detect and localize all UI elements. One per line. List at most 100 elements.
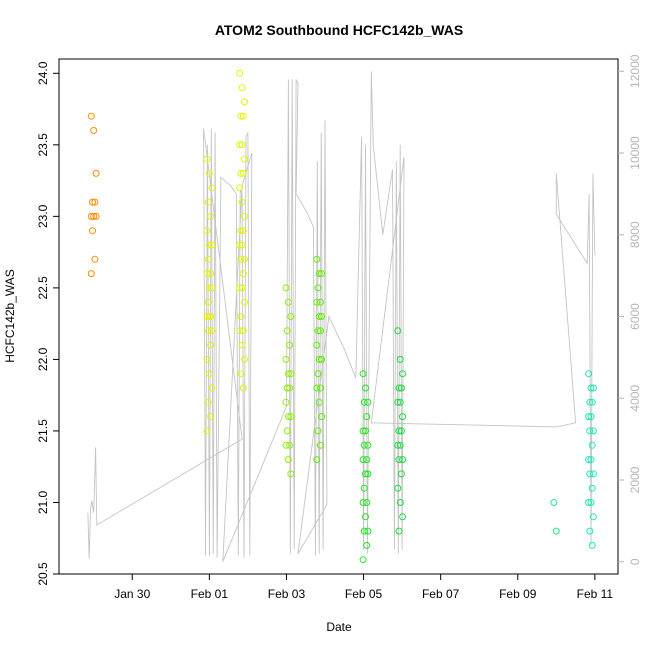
- data-point: [238, 84, 246, 92]
- data-point: [284, 370, 292, 378]
- data-point: [236, 69, 244, 77]
- data-point: [588, 441, 596, 449]
- data-point: [241, 212, 248, 220]
- data-point: [207, 413, 215, 421]
- data-point: [92, 212, 100, 220]
- altitude-trace-layer: [87, 71, 596, 562]
- data-point: [87, 270, 95, 278]
- y-tick-label: 23.5: [36, 133, 50, 157]
- data-point: [397, 427, 405, 435]
- data-point: [586, 427, 594, 435]
- data-point: [586, 527, 594, 535]
- data-point: [363, 413, 371, 421]
- data-point: [362, 427, 369, 435]
- data-point: [364, 527, 372, 535]
- y-tick-label: 24.0: [36, 61, 50, 85]
- data-point: [588, 398, 596, 406]
- data-point: [359, 370, 367, 378]
- data-point: [315, 313, 323, 320]
- data-point: [314, 370, 322, 378]
- data-point: [207, 270, 215, 278]
- data-point: [394, 484, 402, 492]
- y-axis-label: HCFC142b_WAS: [3, 269, 17, 363]
- y-tick-label: 20.5: [36, 562, 50, 586]
- data-point: [364, 398, 372, 406]
- data-point: [286, 341, 294, 349]
- data-point: [314, 427, 322, 435]
- data-point: [203, 227, 211, 235]
- data-point: [241, 98, 248, 106]
- series-5: [359, 370, 372, 564]
- data-point: [396, 499, 404, 506]
- data-point: [284, 456, 292, 464]
- y-right-tick-label: 2000: [628, 466, 642, 493]
- data-point: [284, 413, 292, 421]
- data-point: [364, 441, 372, 449]
- data-point: [363, 456, 371, 464]
- data-point: [239, 270, 247, 278]
- data-point: [589, 513, 597, 521]
- data-point: [282, 398, 290, 406]
- y-tick-label: 22.5: [36, 276, 50, 300]
- data-point: [588, 541, 596, 549]
- series-2: [236, 69, 248, 392]
- data-point: [362, 384, 369, 392]
- data-point: [91, 198, 99, 206]
- data-point: [204, 198, 212, 206]
- data-point: [362, 513, 369, 521]
- data-point: [205, 370, 213, 378]
- series-6: [394, 327, 407, 535]
- y-axis-right: 0 2000 4000 6000 8000 10000 12000: [618, 54, 642, 565]
- data-point: [287, 370, 295, 378]
- data-point: [318, 413, 326, 421]
- data-point: [313, 384, 321, 392]
- data-point: [399, 513, 407, 521]
- data-point: [363, 541, 371, 549]
- data-point: [585, 413, 593, 421]
- data-point: [589, 384, 597, 392]
- x-tick-label: Feb 07: [422, 587, 460, 601]
- data-point: [587, 456, 595, 464]
- data-point: [241, 298, 248, 306]
- data-point: [205, 284, 213, 292]
- data-point: [316, 441, 324, 449]
- chart-title: ATOM2 Southbound HCFC142b_WAS: [215, 22, 463, 38]
- data-point: [238, 284, 246, 292]
- y-tick-label: 21.0: [36, 490, 50, 514]
- data-point: [208, 184, 216, 192]
- data-point: [586, 470, 594, 478]
- data-point: [550, 499, 558, 506]
- data-point: [287, 313, 295, 320]
- data-point: [315, 398, 323, 406]
- data-point: [239, 112, 247, 120]
- series-8: [585, 370, 597, 549]
- data-point: [313, 341, 321, 349]
- data-point: [89, 227, 96, 235]
- data-point: [585, 499, 593, 506]
- data-point: [394, 398, 402, 406]
- y-right-tick-label: 10000: [628, 136, 642, 170]
- data-point: [282, 284, 290, 292]
- data-point: [395, 384, 403, 392]
- data-point: [394, 441, 402, 449]
- data-point: [313, 456, 321, 464]
- series-0: [87, 112, 100, 278]
- data-point: [238, 241, 246, 249]
- data-point: [237, 227, 245, 235]
- data-point: [91, 255, 99, 263]
- data-point: [236, 184, 244, 192]
- data-point: [396, 441, 404, 449]
- data-point: [236, 327, 244, 335]
- data-point: [588, 484, 596, 492]
- data-point: [399, 413, 407, 421]
- x-axis-label: Date: [326, 620, 352, 634]
- series-3: [282, 284, 295, 478]
- data-point: [241, 255, 248, 263]
- data-point: [205, 241, 213, 249]
- data-point: [238, 141, 246, 149]
- data-point: [239, 327, 247, 335]
- data-point: [318, 355, 326, 363]
- data-point: [237, 255, 245, 263]
- data-point: [89, 198, 96, 206]
